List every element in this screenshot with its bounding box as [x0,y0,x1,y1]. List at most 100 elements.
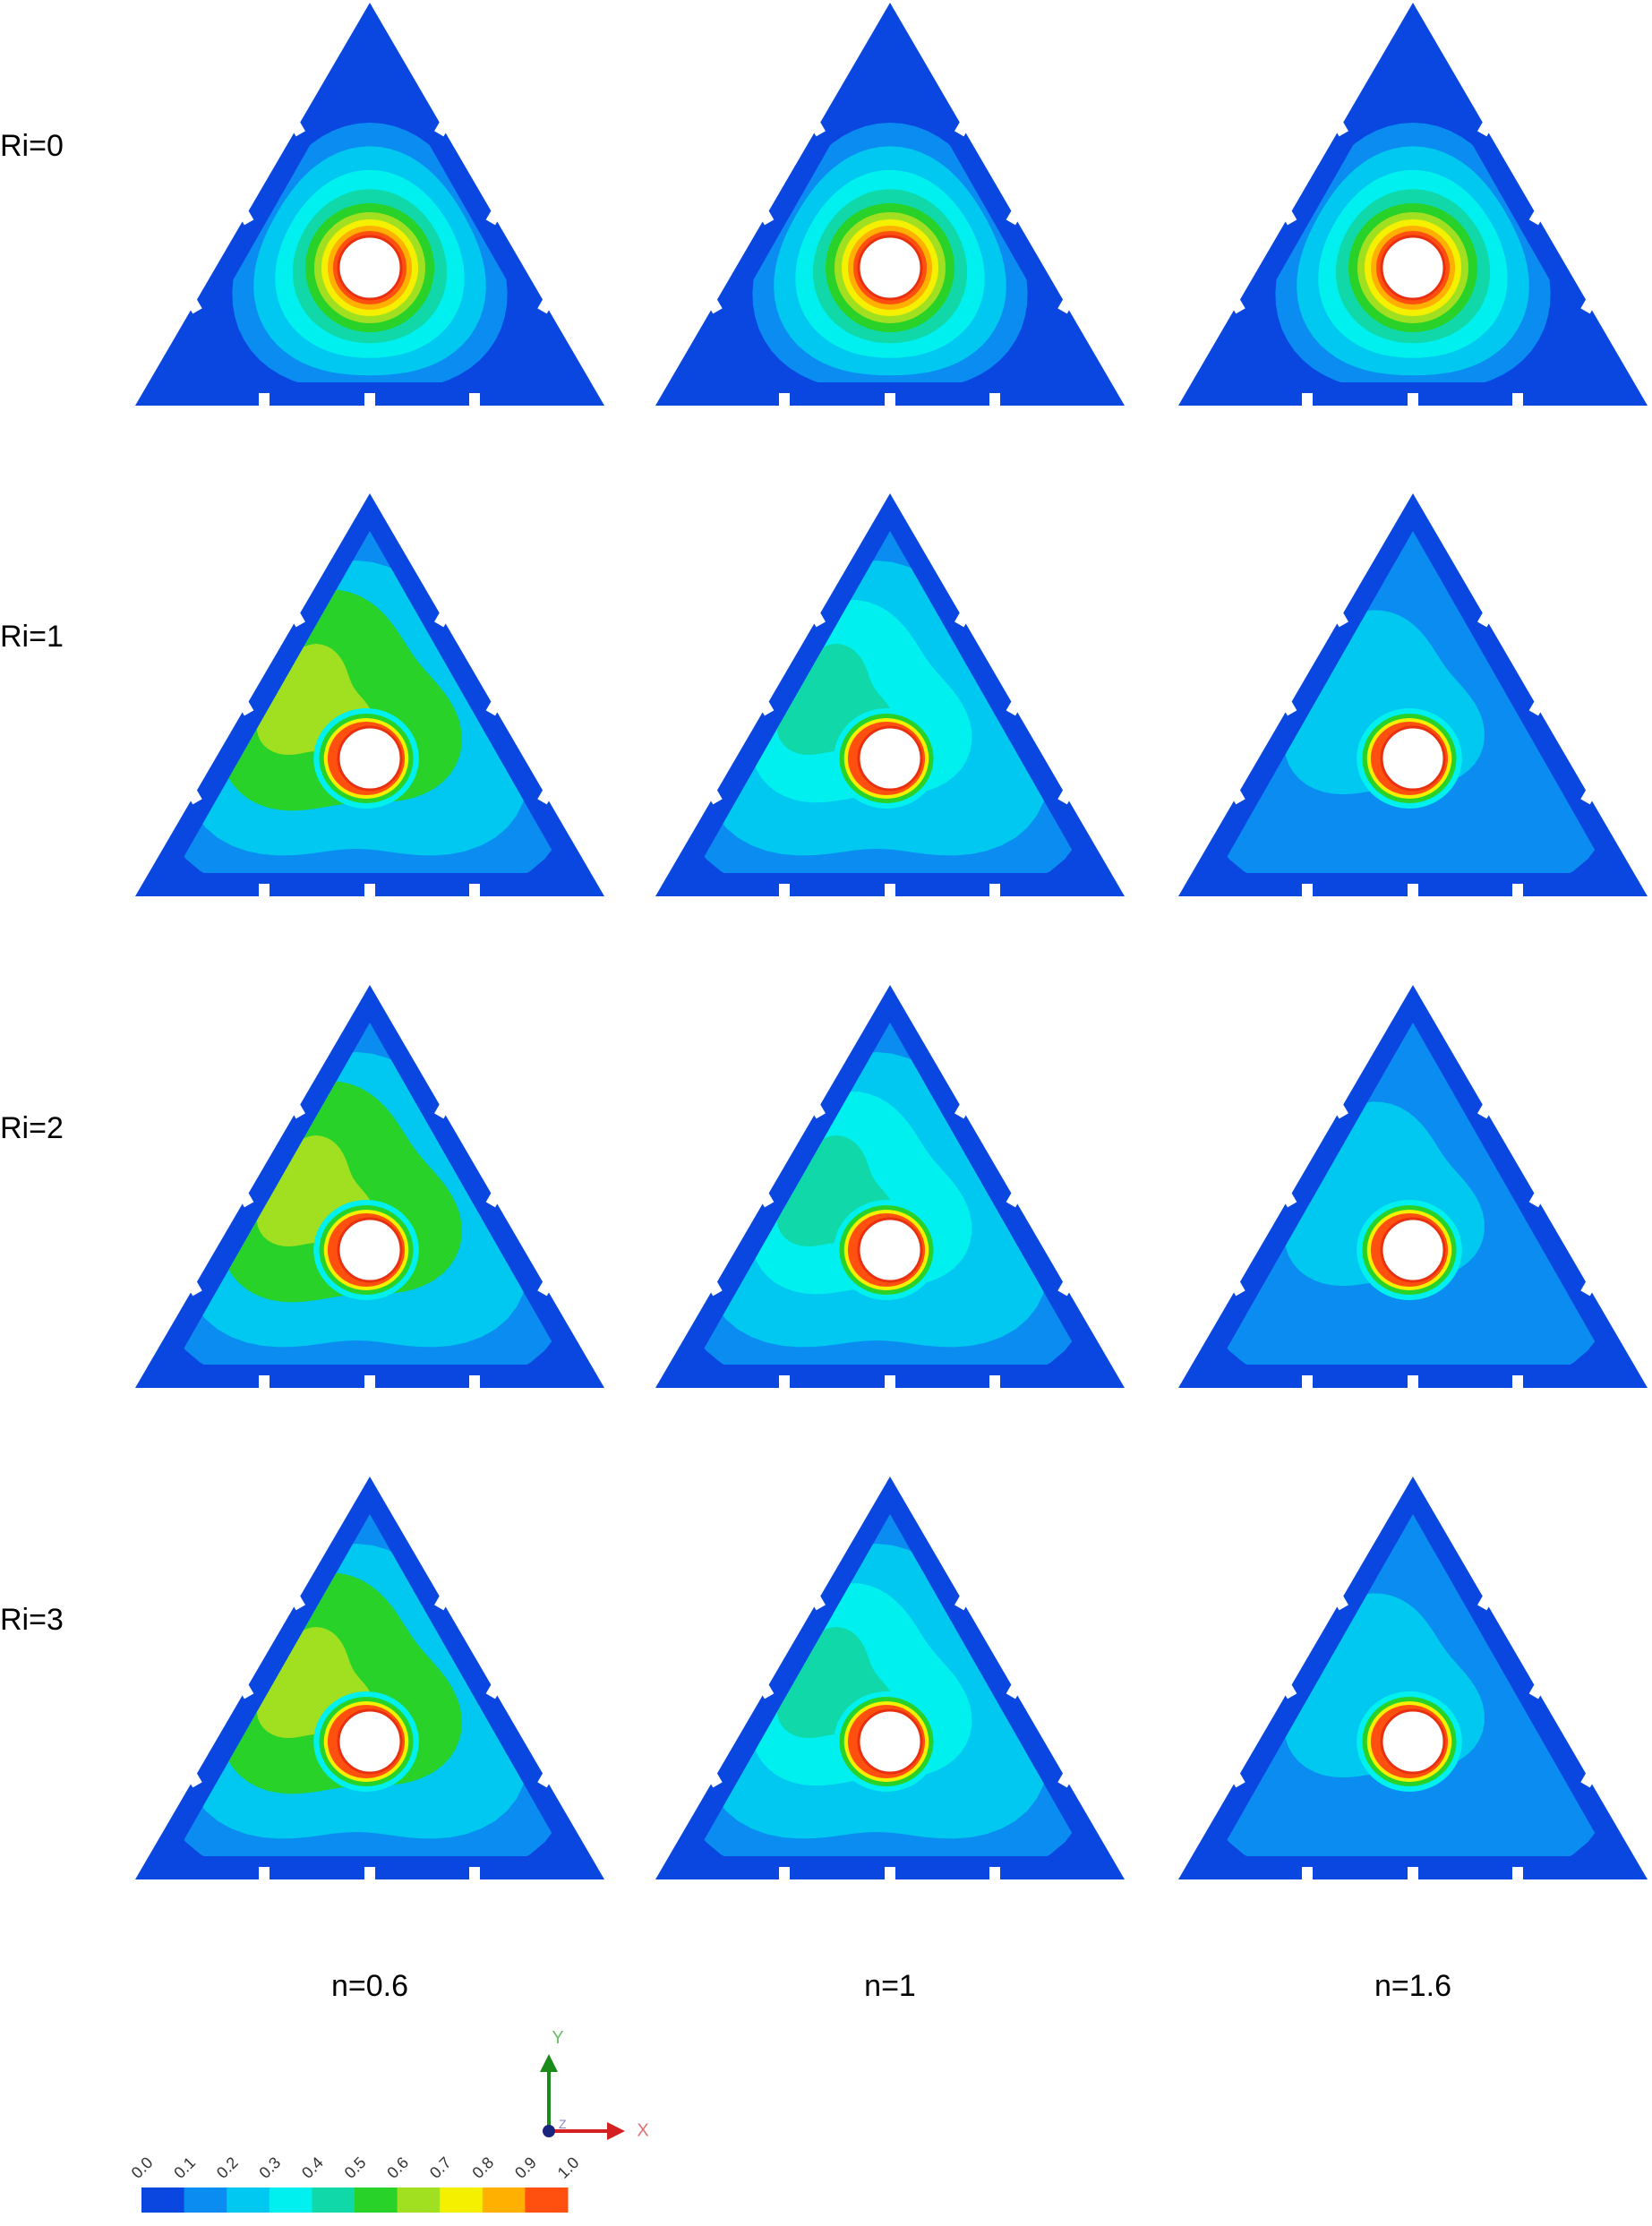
colorbar-bin [440,2187,484,2213]
cylinder [1380,235,1446,301]
notch [989,1867,1000,1881]
y-axis-label: Y [552,2028,563,2048]
notch [1580,295,1597,314]
notch [1006,1681,1023,1699]
notch [809,118,826,137]
colorbar-tick-label: 0.3 [255,2153,284,2182]
notch [1512,393,1523,407]
column-label: n=1 [864,1969,916,2003]
contours [175,531,565,873]
colorbar-tick-label: 0.8 [468,2153,497,2182]
notch [954,1100,972,1119]
colorbar-tick-label: 0.6 [383,2153,412,2182]
notch [288,1100,305,1119]
notch [485,698,503,716]
notch [809,1100,826,1119]
notch [1528,1189,1546,1208]
notch [1331,118,1348,137]
labels: Ri=0 Ri=1 Ri=2 Ri=3 n=0.6 n=1 n=1.6 [0,129,1451,2003]
notch [1408,884,1418,898]
notch [885,1867,895,1881]
notch [809,609,826,628]
contour-panel [1178,3,1648,407]
notch [1228,1278,1245,1297]
colorbar-bin [141,2187,185,2213]
notch [434,1592,451,1611]
notch [1302,393,1313,407]
notch [537,1769,554,1788]
row-label: Ri=3 [0,1603,64,1637]
notch [434,118,451,137]
contours [1218,1514,1608,1856]
notch [706,295,723,314]
notch [1331,1592,1348,1611]
notch [236,1189,254,1208]
notch [954,1592,972,1611]
notch [485,207,503,226]
cylinder [857,1217,923,1283]
notch [1228,1769,1245,1788]
contour-panel [1178,985,1648,1390]
colorbar-bin [227,2187,270,2213]
column-label: n=1.6 [1374,1969,1451,2003]
x-axis-label: X [637,2120,648,2140]
notch [288,609,305,628]
contours [1218,1023,1608,1365]
notch [259,1375,270,1390]
notch [779,1375,790,1390]
colorbar-bin [397,2187,441,2213]
colorbar-bin [184,2187,227,2213]
contour-panel [1178,493,1648,898]
cylinder [337,1708,403,1775]
colorbar-bin [525,2187,569,2213]
notch [1006,1189,1023,1208]
notch [1477,118,1494,137]
notch [757,1681,775,1699]
notch [989,393,1000,407]
contour-panel [655,985,1125,1390]
notch [1512,884,1523,898]
notch [1006,698,1023,716]
notch [757,207,775,226]
notch [1280,1681,1297,1699]
colorbar: 0.0 0.1 0.2 0.3 0.4 0.5 0.6 0.7 0.8 0.9 1.0 [128,2153,583,2213]
contours [1218,531,1608,873]
notch [434,1100,451,1119]
row-label: Ri=0 [0,129,64,163]
notch [434,609,451,628]
notch [537,1278,554,1297]
notch [288,1592,305,1611]
notch [885,393,895,407]
cylinder [337,235,403,301]
colorbar-tick-label: 0.0 [128,2153,157,2182]
notch [1280,207,1297,226]
cylinder [1380,1708,1446,1775]
notch [236,698,254,716]
contour-panel [135,1477,604,1881]
cylinder [337,1217,403,1283]
cylinder [857,1708,923,1775]
notch [1528,1681,1546,1699]
notch [185,295,202,314]
notch [885,884,895,898]
notch [989,1375,1000,1390]
contours [695,1514,1085,1856]
notch [1528,698,1546,716]
notch [1006,207,1023,226]
notch [1331,1100,1348,1119]
contour-panel [135,985,604,1390]
notch [1528,207,1546,226]
notch [1331,609,1348,628]
notch [779,393,790,407]
notch [469,393,480,407]
contour-panel [135,3,604,407]
notch [809,1592,826,1611]
contour-panel [135,493,604,898]
colorbar-tick-label: 0.4 [298,2153,327,2182]
contour-panel [655,3,1125,407]
contours [175,1023,565,1365]
colorbar-bin [269,2187,312,2213]
contours [175,1514,565,1856]
